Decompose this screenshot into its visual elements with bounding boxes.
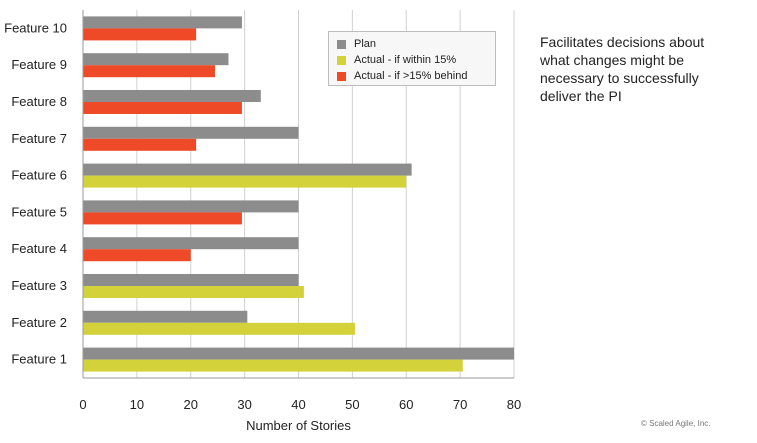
side-note: Facilitates decisions about what changes… — [540, 34, 705, 104]
legend-label-plan: Plan — [354, 38, 377, 50]
bar-actual — [83, 212, 242, 225]
bar-plan — [83, 126, 299, 139]
legend-item-within: Actual - if within 15% — [337, 52, 495, 68]
bar-actual — [83, 249, 191, 262]
labels: 0 10 20 30 40 50 60 70 80 Feature 1 Feature 2 Featu… — [4, 20, 521, 433]
bar-plan — [83, 163, 412, 176]
category-label: Feature 6 — [11, 168, 67, 183]
copyright: © Scaled Agile, Inc. — [641, 419, 711, 428]
bar-actual — [83, 175, 407, 188]
category-label: Feature 8 — [11, 94, 67, 109]
bar-plan — [83, 53, 229, 66]
category-label: Feature 5 — [11, 204, 67, 219]
axes — [82, 10, 514, 379]
x-tick-label: 0 — [79, 397, 86, 412]
legend-label-behind: Actual - if >15% behind — [354, 70, 468, 82]
bar-actual — [83, 102, 242, 114]
x-tick-label: 60 — [399, 397, 413, 412]
bar-actual — [83, 286, 304, 298]
legend: Plan Actual - if within 15% Actual - if … — [328, 31, 496, 86]
category-label: Feature 4 — [11, 241, 67, 256]
legend-label-within: Actual - if within 15% — [354, 54, 457, 66]
x-tick-label: 80 — [507, 397, 521, 412]
category-label: Feature 2 — [11, 315, 67, 330]
x-tick-label: 10 — [130, 397, 144, 412]
bar-actual — [83, 359, 463, 372]
category-label: Feature 3 — [11, 278, 67, 293]
legend-swatch-within — [337, 55, 346, 65]
bar-plan — [83, 237, 299, 250]
x-axis-title: Number of Stories — [246, 418, 351, 433]
bar-plan — [83, 200, 299, 213]
x-tick-label: 30 — [237, 397, 251, 412]
category-label: Feature 10 — [4, 20, 67, 35]
legend-item-behind: Actual - if >15% behind — [337, 68, 495, 84]
category-label: Feature 1 — [11, 352, 67, 367]
category-label: Feature 9 — [11, 57, 67, 72]
x-tick-label: 20 — [184, 397, 198, 412]
legend-swatch-plan — [337, 39, 346, 49]
bar-actual — [83, 138, 197, 151]
category-label: Feature 7 — [11, 131, 67, 146]
bar-actual — [83, 65, 215, 78]
legend-item-plan: Plan — [337, 36, 495, 52]
bar-plan — [83, 274, 299, 286]
bar-plan — [83, 90, 261, 102]
legend-swatch-behind — [337, 71, 346, 81]
bar-actual — [83, 322, 356, 335]
bar-plan — [83, 347, 514, 360]
x-tick-label: 40 — [291, 397, 305, 412]
bar-plan — [83, 310, 248, 323]
bars — [83, 16, 514, 372]
bar-plan — [83, 16, 242, 29]
bar-actual — [83, 28, 197, 41]
x-tick-label: 70 — [453, 397, 467, 412]
x-tick-label: 50 — [345, 397, 359, 412]
